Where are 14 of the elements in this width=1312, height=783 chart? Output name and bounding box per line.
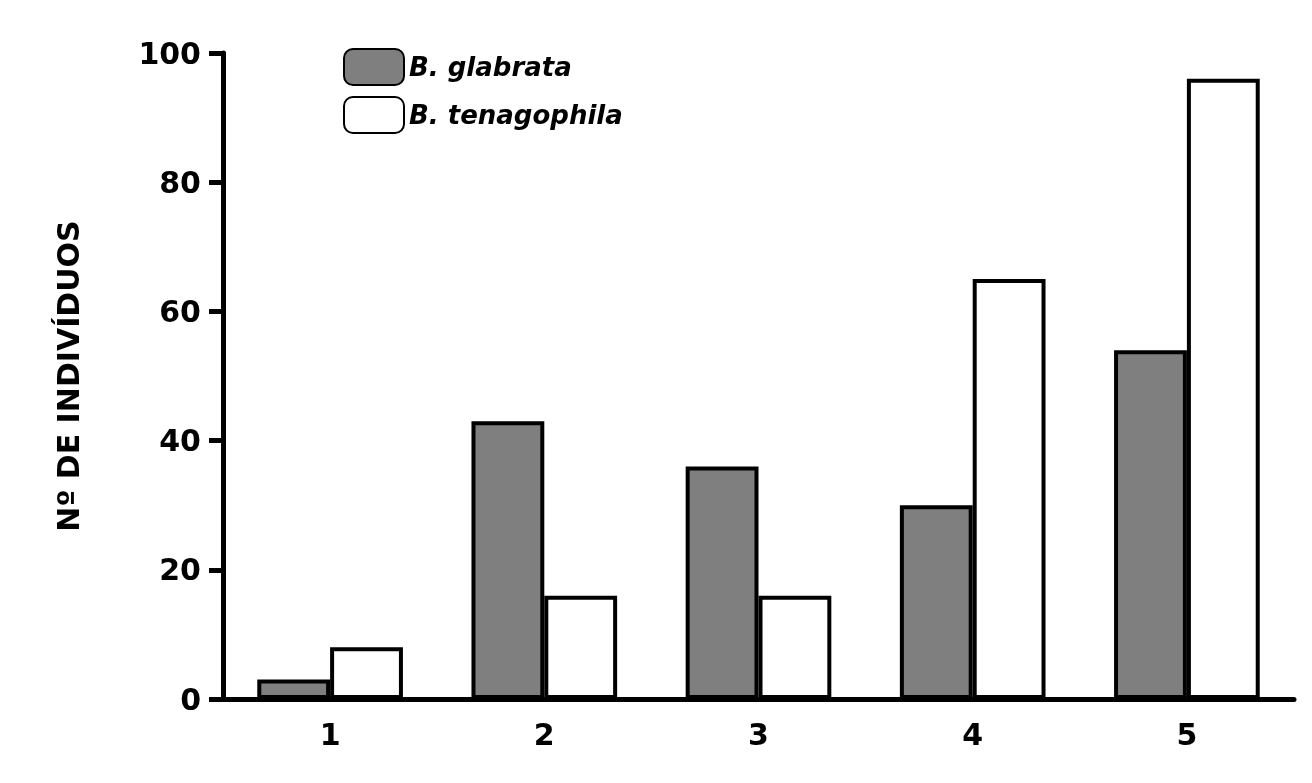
y-tick-label: 60 [159,293,201,329]
y-tick-label: 40 [159,423,201,459]
x-tick-label: 5 [1176,716,1198,752]
x-tick-label: 2 [533,716,555,752]
y-tick-label: 0 [180,681,201,717]
y-tick-label: 100 [138,35,201,71]
y-tick-label: 20 [159,552,201,588]
x-tick-label: 1 [319,716,341,752]
x-tick-label: 4 [962,716,984,752]
legend-label: B. glabrata [409,52,572,82]
y-tick-label: 80 [159,164,201,200]
legend-label: B. tenagophila [409,100,623,130]
x-tick-label: 3 [748,716,769,752]
y-axis-title: Nº DE INDIVÍDUOS [50,220,86,532]
